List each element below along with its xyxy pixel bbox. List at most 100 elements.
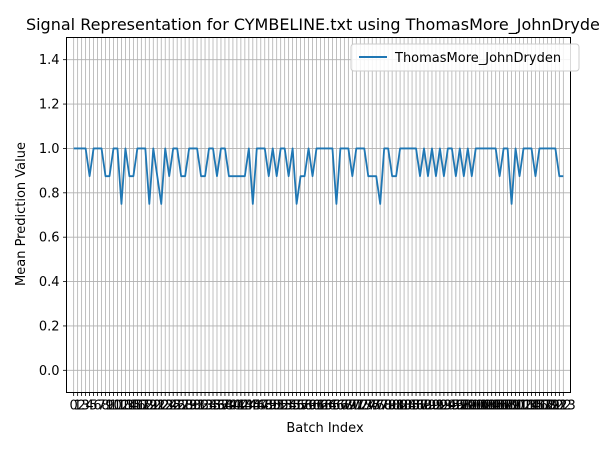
x-tick-label: 98 [456, 399, 473, 414]
x-tick-label: 87 [412, 399, 429, 414]
x-tick-label: 103 [471, 399, 496, 414]
x-tick-label: 5 [89, 399, 97, 414]
x-tick-label: 14 [121, 399, 138, 414]
x-tick-label: 45 [245, 399, 262, 414]
x-tick-label: 46 [249, 399, 266, 414]
x-tick-label: 21 [149, 399, 166, 414]
x-tick-label: 56 [288, 399, 305, 414]
x-tick-label: 30 [185, 399, 202, 414]
x-tick-label: 76 [368, 399, 385, 414]
x-tick-label: 0 [70, 399, 78, 414]
x-tick-label: 123 [551, 399, 576, 414]
y-axis-label: Mean Prediction Value [14, 142, 29, 286]
x-tick-label: 13 [117, 399, 134, 414]
x-tick-label: 57 [292, 399, 309, 414]
x-tick-label: 9 [105, 399, 113, 414]
y-tick-label: 0.0 [39, 364, 60, 379]
x-tick-label: 11 [109, 399, 126, 414]
x-tick-label: 84 [400, 399, 417, 414]
plot-frame [66, 37, 571, 393]
x-tick-label: 113 [511, 399, 536, 414]
y-tick-label: 1.2 [39, 98, 60, 113]
x-tick-label: 81 [388, 399, 405, 414]
x-tick-label: 60 [304, 399, 321, 414]
x-tick-label: 41 [229, 399, 246, 414]
x-tick-label: 36 [209, 399, 226, 414]
x-tick-label: 47 [253, 399, 270, 414]
x-tick-label: 52 [272, 399, 289, 414]
x-tick-label: 65 [324, 399, 341, 414]
x-tick-label: 18 [137, 399, 154, 414]
x-tick-label: 64 [320, 399, 337, 414]
x-tick-label: 68 [336, 399, 353, 414]
x-tick-label: 12 [113, 399, 130, 414]
x-tick-label: 71 [348, 399, 365, 414]
x-tick-label: 26 [169, 399, 186, 414]
x-tick-label: 83 [396, 399, 413, 414]
x-tick-label: 80 [384, 399, 401, 414]
x-tick-label: 63 [316, 399, 333, 414]
x-tick-label: 44 [241, 399, 258, 414]
x-tick-label: 19 [141, 399, 158, 414]
y-tick-label: 0.8 [39, 186, 60, 201]
x-tick-label: 48 [256, 399, 273, 414]
legend: ThomasMore_JohnDryden [350, 43, 580, 72]
x-tick-label: 28 [177, 399, 194, 414]
x-tick-label: 69 [340, 399, 357, 414]
x-tick-label: 16 [129, 399, 146, 414]
x-tick-label: 116 [523, 399, 548, 414]
x-tick-label: 121 [543, 399, 568, 414]
x-tick-label: 112 [507, 399, 532, 414]
y-tick-label: 0.2 [39, 319, 60, 334]
x-tick-label: 120 [539, 399, 564, 414]
x-tick-label: 99 [460, 399, 477, 414]
x-tick-label: 8 [101, 399, 109, 414]
x-tick-label: 37 [213, 399, 230, 414]
x-tick-label: 96 [448, 399, 465, 414]
y-tick-label: 0.4 [39, 275, 60, 290]
series-layer [73, 147, 564, 205]
x-tick-label: 89 [420, 399, 437, 414]
x-tick-label: 75 [364, 399, 381, 414]
x-tick-label: 31 [189, 399, 206, 414]
x-tick-label: 104 [475, 399, 500, 414]
x-tick-label: 109 [495, 399, 520, 414]
x-tick-label: 111 [503, 399, 528, 414]
grid [66, 37, 571, 393]
x-tick-label: 34 [201, 399, 218, 414]
x-tick-label: 2 [77, 399, 85, 414]
x-tick-label: 82 [392, 399, 409, 414]
x-tick-label: 49 [260, 399, 277, 414]
chart-title: Signal Representation for CYMBELINE.txt … [26, 15, 600, 35]
x-tick-label: 110 [499, 399, 524, 414]
x-tick-label: 108 [491, 399, 516, 414]
x-tick-label: 33 [197, 399, 214, 414]
x-tick-label: 122 [547, 399, 572, 414]
x-tick-label: 54 [280, 399, 297, 414]
x-tick-label: 93 [436, 399, 453, 414]
x-tick-label: 70 [344, 399, 361, 414]
y-tick-label: 1.0 [39, 142, 60, 157]
x-tick-label: 85 [404, 399, 421, 414]
legend-label: ThomasMore_JohnDryden [394, 51, 561, 66]
x-tick-label: 118 [531, 399, 556, 414]
x-tick-label: 92 [432, 399, 449, 414]
x-tick-label: 17 [133, 399, 150, 414]
legend-box [350, 43, 580, 72]
x-tick-label: 27 [173, 399, 190, 414]
x-tick-label: 51 [268, 399, 285, 414]
x-tick-label: 72 [352, 399, 369, 414]
x-tick-label: 114 [515, 399, 540, 414]
x-tick-label: 74 [360, 399, 377, 414]
series-line [73, 147, 564, 205]
x-tick-label: 3 [81, 399, 89, 414]
x-tick-label: 53 [276, 399, 293, 414]
x-tick-label: 39 [221, 399, 238, 414]
x-tick-label: 35 [205, 399, 222, 414]
x-tick-label: 32 [193, 399, 210, 414]
x-tick-label: 67 [332, 399, 349, 414]
x-axis: 0123456789101112131415161718192021222324… [70, 392, 576, 414]
x-tick-label: 95 [444, 399, 461, 414]
x-tick-label: 62 [312, 399, 329, 414]
